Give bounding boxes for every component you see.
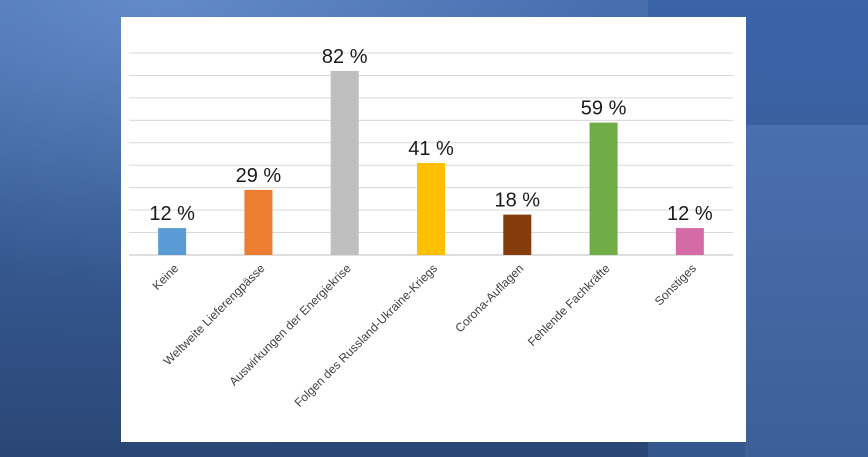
category-label: Keine	[150, 261, 182, 293]
bar	[589, 122, 618, 255]
bar	[330, 70, 359, 255]
chart-card: 12 % 29 % 82 % 41 % 18 % 59 % 12 % Keine Weltwe…	[121, 17, 746, 442]
bar	[417, 162, 445, 255]
data-label: 41 %	[408, 138, 454, 160]
data-label: 29 %	[236, 165, 282, 187]
data-label: 82 %	[322, 46, 368, 68]
data-label: 18 %	[494, 190, 540, 212]
bar	[158, 228, 187, 255]
background-panel-accent	[745, 125, 868, 457]
bar-chart: 12 % 29 % 82 % 41 % 18 % 59 % 12 % KeineWeltwe…	[129, 46, 733, 410]
data-label: 12 %	[149, 203, 195, 225]
category-label: Sonstiges	[652, 261, 699, 308]
bars	[158, 70, 704, 255]
bar	[244, 189, 273, 255]
bar	[503, 214, 532, 255]
category-label: Folgen des Russland-Ukraine-Kriegs	[292, 261, 441, 410]
category-label: Fehlende Fachkräfte	[525, 261, 613, 349]
data-label: 59 %	[581, 98, 627, 120]
data-labels: 12 % 29 % 82 % 41 % 18 % 59 % 12 %	[149, 46, 713, 225]
data-label: 12 %	[667, 203, 713, 225]
bar	[675, 228, 704, 255]
category-label: Corona-Auflagen	[452, 261, 526, 335]
